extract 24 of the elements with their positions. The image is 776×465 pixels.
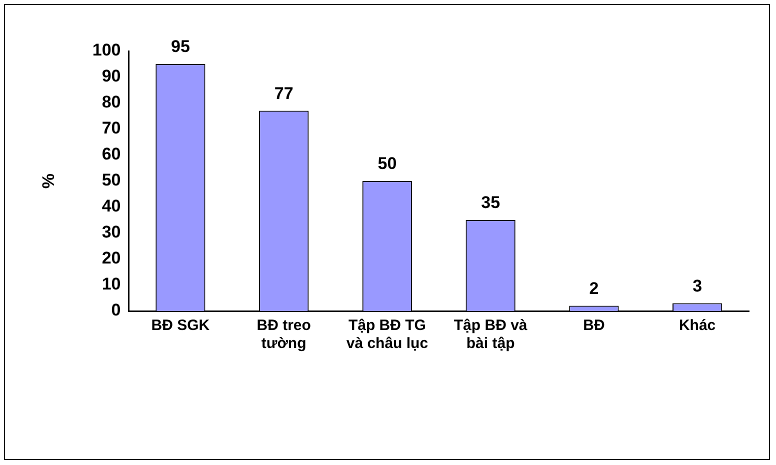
data-label: 3 bbox=[692, 276, 702, 296]
y-axis-title: % bbox=[38, 173, 58, 189]
data-label: 77 bbox=[274, 84, 294, 103]
y-tick-label: 90 bbox=[102, 66, 121, 86]
x-tick-label: Khác bbox=[678, 317, 716, 334]
x-tick-label: BĐ bbox=[583, 317, 605, 334]
y-tick-label: 30 bbox=[102, 222, 121, 242]
y-tick-label: 70 bbox=[102, 118, 121, 138]
y-tick-label: 80 bbox=[102, 92, 121, 112]
y-tick-label: 60 bbox=[102, 144, 121, 164]
x-tick-label: BĐ treo tường bbox=[256, 317, 311, 352]
x-tick-label: Tập BĐ và bài tập bbox=[454, 317, 528, 352]
data-label: 95 bbox=[170, 37, 190, 56]
y-tick-label: 0 bbox=[111, 300, 121, 320]
data-label: 50 bbox=[378, 154, 397, 174]
y-tick-label: 50 bbox=[102, 170, 121, 190]
y-tick-label: 20 bbox=[102, 248, 121, 268]
x-tick-label: BĐ SGK bbox=[151, 317, 210, 334]
data-label: 35 bbox=[481, 193, 500, 212]
data-label: 2 bbox=[589, 278, 599, 298]
y-tick-label: 10 bbox=[102, 274, 121, 294]
y-tick-label: 40 bbox=[102, 196, 121, 216]
y-tick-label: 100 bbox=[92, 40, 121, 60]
x-tick-label: Tập BĐ TG và châu lục bbox=[346, 317, 428, 352]
